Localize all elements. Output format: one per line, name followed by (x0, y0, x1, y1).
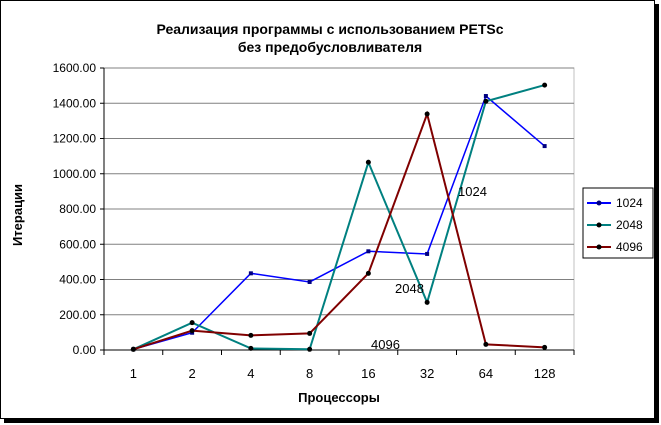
data-point-4096 (248, 332, 254, 338)
x-tick-label: 4 (247, 366, 254, 381)
annotation-label: 1024 (458, 184, 487, 199)
y-axis-label: Итерации (10, 184, 25, 246)
data-point-2048 (483, 98, 489, 104)
legend: 1024 2048 4096 (582, 187, 654, 259)
y-tick-label: 200.00 (59, 308, 96, 322)
data-point-4096 (483, 341, 489, 347)
y-tick-label: 0.00 (73, 343, 97, 357)
data-point-2048 (307, 346, 313, 352)
series-line-1024 (133, 94, 546, 351)
data-point-2048 (248, 345, 254, 351)
x-tick-label: 1 (130, 366, 137, 381)
y-tick-label: 1600.00 (53, 61, 97, 75)
y-tick-label: 1400.00 (53, 96, 97, 110)
data-point-4096 (542, 344, 548, 350)
legend-label: 2048 (616, 218, 643, 232)
x-tick-label: 2 (189, 366, 196, 381)
x-tick-label: 32 (420, 366, 434, 381)
data-point-4096 (307, 330, 313, 336)
legend-label: 4096 (616, 240, 643, 254)
data-point-2048 (189, 320, 195, 326)
x-tick-label: 128 (534, 366, 556, 381)
data-point-1024 (425, 251, 430, 256)
data-point-1024 (248, 271, 253, 276)
x-tick-label: 16 (361, 366, 375, 381)
legend-label: 1024 (616, 196, 643, 210)
series-line-2048 (132, 84, 545, 351)
data-point-4096 (365, 270, 371, 276)
legend-marker (596, 222, 602, 228)
data-point-2048 (542, 82, 548, 88)
chart-subtitle: без предобусловливателя (238, 39, 422, 55)
data-point-2048 (424, 299, 430, 305)
annotation-label: 2048 (395, 281, 424, 296)
y-tick-label: 400.00 (59, 273, 96, 287)
chart-title: Реализация программы с использованием PE… (156, 21, 503, 37)
data-point-4096 (424, 111, 430, 117)
legend-marker (596, 244, 602, 250)
legend-marker (596, 200, 602, 206)
data-point-1024 (366, 249, 371, 254)
data-point-1024 (542, 144, 547, 149)
data-point-4096 (130, 346, 136, 352)
annotation-label: 4096 (371, 337, 400, 352)
y-tick-label: 600.00 (59, 237, 96, 251)
data-point-2048 (365, 159, 371, 165)
y-tick-label: 800.00 (59, 202, 96, 216)
series-line-4096 (133, 110, 545, 351)
x-axis-label: Процессоры (298, 390, 380, 405)
y-tick-label: 1200.00 (53, 132, 97, 146)
data-point-1024 (307, 279, 312, 284)
y-tick-label: 1000.00 (53, 167, 97, 181)
data-point-4096 (189, 328, 195, 334)
x-tick-label: 8 (306, 366, 313, 381)
data-point-1024 (483, 94, 488, 99)
x-tick-label: 64 (479, 366, 493, 381)
